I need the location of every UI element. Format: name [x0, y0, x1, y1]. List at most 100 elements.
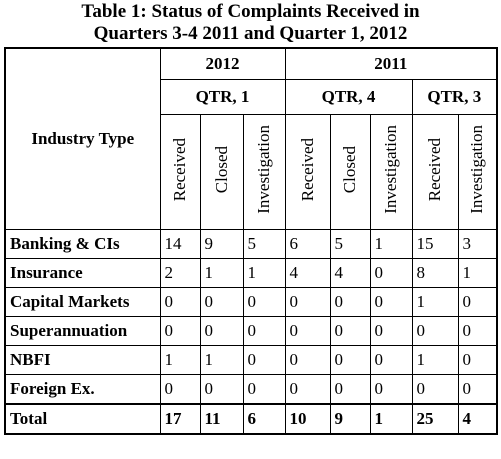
total-row: Total 17 11 6 10 9 1 25 4	[4, 403, 498, 435]
value-cell: 0	[369, 345, 413, 375]
value-cell: 1	[159, 345, 201, 375]
value-cell: 0	[242, 316, 286, 346]
value-cell: 0	[159, 374, 201, 405]
value-cell: 0	[159, 316, 201, 346]
year-header: 2011	[284, 47, 498, 80]
value-cell: 0	[369, 258, 413, 288]
row-label: Superannuation	[10, 321, 128, 340]
column-header-cell: Received	[284, 114, 331, 230]
column-header-cell: Closed	[199, 114, 244, 230]
row-label: Capital Markets	[10, 292, 130, 311]
value-cell: 1	[457, 258, 498, 288]
row-label-cell: NBFI	[4, 345, 161, 375]
value-cell: 1	[199, 258, 244, 288]
value-cell: 0	[411, 316, 459, 346]
data-row: Capital Markets 0 0 0 0 0 0 1 0	[4, 287, 498, 317]
row-label-cell: Capital Markets	[4, 287, 161, 317]
title-line: Table 1: Status of Complaints Received i…	[81, 1, 420, 22]
data-row: Insurance 2 1 1 4 4 0 8 1	[4, 258, 498, 288]
value-cell: 17	[159, 403, 201, 435]
column-header: Investigation	[467, 125, 487, 214]
value-cell: 10	[284, 403, 331, 435]
value-cell: 0	[329, 345, 371, 375]
value-cell: 0	[242, 287, 286, 317]
value-cell: 8	[411, 258, 459, 288]
value-cell: 0	[159, 287, 201, 317]
column-header-cell: Received	[411, 114, 459, 230]
quarter-header: QTR, 3	[411, 79, 498, 115]
value-cell: 0	[329, 316, 371, 346]
row-label: Total	[10, 409, 48, 428]
value-cell: 0	[284, 374, 331, 405]
value-cell: 6	[242, 403, 286, 435]
value-cell: 15	[411, 229, 459, 259]
data-row: Banking & CIs 14 9 5 6 5 1 15 3	[4, 229, 498, 259]
value-cell: 0	[369, 374, 413, 405]
value-cell: 0	[457, 316, 498, 346]
value-cell: 9	[329, 403, 371, 435]
value-cell: 0	[199, 374, 244, 405]
value-cell: 1	[369, 229, 413, 259]
value-cell: 4	[329, 258, 371, 288]
title-line: Quarters 3-4 2011 and Quarter 1, 2012	[93, 23, 408, 44]
value-cell: 1	[199, 345, 244, 375]
value-cell: 9	[199, 229, 244, 259]
column-header: Received	[170, 137, 189, 202]
value-cell: 0	[199, 316, 244, 346]
value-cell: 0	[411, 374, 459, 405]
value-cell: 25	[411, 403, 459, 435]
data-row: NBFI 1 1 0 0 0 0 1 0	[4, 345, 498, 375]
value-cell: 0	[284, 345, 331, 375]
value-cell: 0	[242, 345, 286, 375]
column-header: Received	[297, 137, 317, 202]
data-row: Foreign Ex. 0 0 0 0 0 0 0 0	[4, 374, 498, 405]
value-cell: 0	[242, 374, 286, 405]
value-cell: 0	[284, 287, 331, 317]
value-cell: 0	[369, 287, 413, 317]
data-row: Superannuation 0 0 0 0 0 0 0 0	[4, 316, 498, 346]
value-cell: 0	[199, 287, 244, 317]
value-cell: 0	[369, 316, 413, 346]
value-cell: 1	[369, 403, 413, 435]
quarter-header: QTR, 1	[159, 79, 286, 115]
year-header: 2012	[159, 47, 286, 80]
value-cell: 0	[457, 287, 498, 317]
row-label: NBFI	[10, 350, 51, 369]
row-label-cell: Banking & CIs	[4, 229, 161, 259]
corner-cell: Industry Type	[4, 47, 161, 230]
value-cell: 0	[457, 374, 498, 405]
column-header: Closed	[340, 145, 360, 194]
row-label: Banking & CIs	[10, 234, 120, 253]
value-cell: 11	[199, 403, 244, 435]
year-row: Industry Type 2012 2011	[4, 47, 498, 230]
row-label-cell: Superannuation	[4, 316, 161, 346]
value-cell: 2	[159, 258, 201, 288]
column-row: Received Closed Investigation Received Close…	[5, 114, 498, 230]
column-header-cell: Closed	[329, 114, 371, 230]
row-header: Industry Type	[31, 129, 135, 148]
value-cell: 5	[329, 229, 371, 259]
row-label: Insurance	[10, 263, 83, 282]
quarter-header: QTR, 4	[284, 79, 413, 115]
row-label: Foreign Ex.	[10, 379, 95, 398]
value-cell: 1	[411, 287, 459, 317]
value-cell: 6	[284, 229, 331, 259]
row-label-cell: Total	[4, 403, 161, 435]
value-cell: 4	[457, 403, 498, 435]
value-cell: 5	[242, 229, 286, 259]
column-header: Investigation	[381, 125, 401, 214]
column-header: Investigation	[254, 125, 273, 214]
value-cell: 3	[457, 229, 498, 259]
value-cell: 1	[411, 345, 459, 375]
column-header-cell: Received	[159, 114, 201, 230]
value-cell: 0	[329, 374, 371, 405]
value-cell: 0	[284, 316, 331, 346]
value-cell: 1	[242, 258, 286, 288]
value-cell: 4	[284, 258, 331, 288]
value-cell: 0	[329, 287, 371, 317]
column-header-cell: Investigation	[242, 114, 286, 230]
quarter-row: QTR, 1 QTR, 4 QTR, 3	[5, 79, 498, 115]
value-cell: 0	[457, 345, 498, 375]
